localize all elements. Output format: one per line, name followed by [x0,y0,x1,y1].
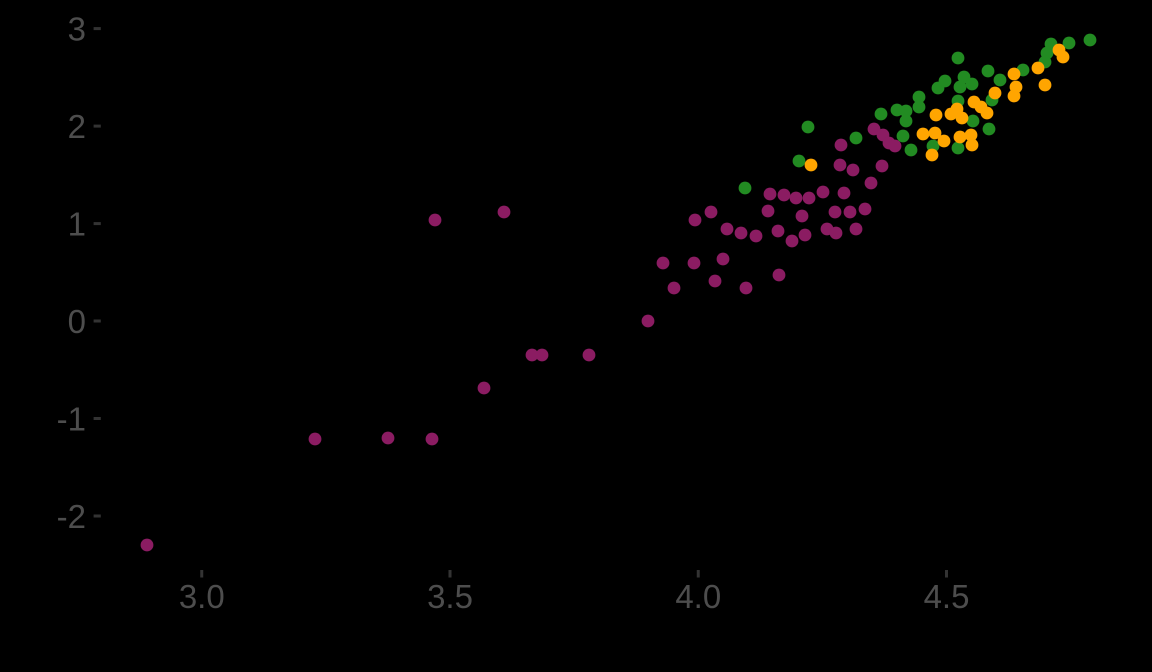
svg-text:4.0: 4.0 [675,578,721,615]
svg-text:0: 0 [68,303,86,340]
svg-text:1: 1 [68,206,86,243]
svg-text:3: 3 [68,11,86,48]
svg-text:4.5: 4.5 [924,578,970,615]
svg-text:3.0: 3.0 [179,578,225,615]
svg-text:2: 2 [68,108,86,145]
svg-text:-1: -1 [57,401,86,438]
svg-text:-2: -2 [57,498,86,535]
svg-text:3.5: 3.5 [427,578,473,615]
